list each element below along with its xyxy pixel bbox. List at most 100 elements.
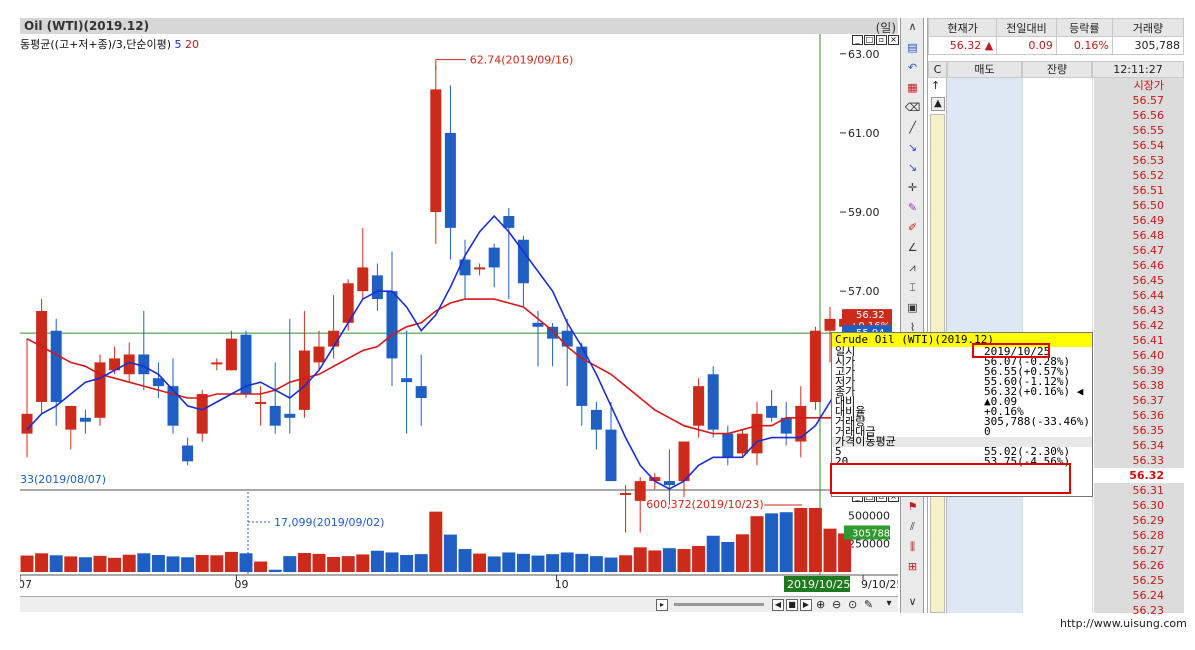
candle-body[interactable] bbox=[328, 330, 340, 347]
candle-body[interactable] bbox=[386, 291, 398, 359]
panel-minimize-button[interactable]: _ bbox=[852, 35, 863, 45]
orderbook-price-level[interactable]: 56.52 bbox=[1132, 169, 1165, 182]
volume-bar[interactable] bbox=[78, 557, 92, 572]
fan-tool-icon[interactable]: ⩘ bbox=[909, 261, 916, 274]
candle-body[interactable] bbox=[138, 354, 150, 375]
candle-body[interactable] bbox=[561, 330, 573, 347]
text-tool-icon[interactable]: ⌶ bbox=[909, 281, 916, 294]
volume-bar[interactable] bbox=[312, 553, 326, 572]
volume-bar[interactable] bbox=[662, 548, 676, 572]
candle-body[interactable] bbox=[488, 247, 500, 268]
orderbook-price-level[interactable]: 56.33 bbox=[1132, 454, 1165, 467]
volume-bar[interactable] bbox=[93, 555, 107, 572]
candle-body[interactable] bbox=[357, 267, 369, 292]
candle-body[interactable] bbox=[298, 350, 310, 410]
volume-bar[interactable] bbox=[458, 549, 472, 572]
orderbook-price-level[interactable]: 56.39 bbox=[1132, 364, 1165, 377]
pencil-icon[interactable]: ✐ bbox=[907, 221, 918, 234]
line-tool-icon[interactable]: ╱ bbox=[909, 121, 916, 134]
volume-bar[interactable] bbox=[327, 556, 341, 572]
orderbook-price-level[interactable]: 56.29 bbox=[1132, 514, 1165, 527]
orderbook-price-level[interactable]: 56.38 bbox=[1132, 379, 1165, 392]
window-icon[interactable]: ▤ bbox=[907, 41, 918, 54]
orderbook-price-level[interactable]: 56.32 bbox=[1094, 468, 1184, 483]
volume-bar[interactable] bbox=[400, 555, 414, 572]
settings-wrench-icon[interactable]: ✎ bbox=[864, 598, 874, 611]
candle-body[interactable] bbox=[736, 433, 748, 454]
candle-body[interactable] bbox=[284, 413, 296, 418]
volume-bar[interactable] bbox=[648, 550, 662, 572]
orderbook-price-level[interactable]: 56.42 bbox=[1132, 319, 1165, 332]
footer-url[interactable]: http://www.uisung.com bbox=[1060, 617, 1187, 630]
volume-bar[interactable] bbox=[735, 534, 749, 572]
volume-bar[interactable] bbox=[779, 512, 793, 572]
grid-tool-icon[interactable]: ⊞ bbox=[907, 560, 918, 573]
volume-bar[interactable] bbox=[794, 507, 808, 572]
candle-body[interactable] bbox=[240, 334, 252, 395]
orderbook-price-level[interactable]: 56.36 bbox=[1132, 409, 1165, 422]
volume-bar[interactable] bbox=[224, 551, 238, 572]
orderbook-price-level[interactable]: 56.26 bbox=[1132, 559, 1165, 572]
undo-icon[interactable]: ↶ bbox=[907, 61, 918, 74]
candle-body[interactable] bbox=[342, 283, 354, 323]
volume-bar[interactable] bbox=[692, 545, 706, 572]
candle-body[interactable] bbox=[94, 362, 106, 418]
orderbook-price-level[interactable]: 56.40 bbox=[1132, 349, 1165, 362]
stripes-icon[interactable]: ⫼ bbox=[909, 540, 916, 553]
candle-body[interactable] bbox=[269, 405, 281, 426]
candle-body[interactable] bbox=[590, 409, 602, 430]
orderbook-price-level[interactable]: 56.34 bbox=[1132, 439, 1165, 452]
volume-bar[interactable] bbox=[633, 547, 647, 572]
volume-bar[interactable] bbox=[64, 556, 78, 572]
volume-bar[interactable] bbox=[721, 541, 735, 572]
scroll-right-icon[interactable]: ▸ bbox=[656, 599, 668, 611]
candle-body[interactable] bbox=[211, 362, 223, 365]
volume-bar[interactable] bbox=[604, 557, 618, 572]
trend-line-icon[interactable]: ↘ bbox=[907, 141, 918, 154]
volume-bar[interactable] bbox=[20, 555, 34, 572]
volume-bar[interactable] bbox=[151, 555, 165, 572]
orderbook-price-level[interactable]: 56.53 bbox=[1132, 154, 1165, 167]
volume-bar[interactable] bbox=[487, 556, 501, 572]
volume-bar[interactable] bbox=[560, 552, 574, 572]
candle-body[interactable] bbox=[123, 354, 135, 375]
volume-bar[interactable] bbox=[35, 553, 49, 572]
candle-body[interactable] bbox=[50, 330, 62, 402]
candle-body[interactable] bbox=[693, 386, 705, 426]
orderbook-price-level[interactable]: 56.50 bbox=[1132, 199, 1165, 212]
zoom-slider[interactable] bbox=[674, 603, 764, 606]
volume-bar[interactable] bbox=[414, 554, 428, 572]
candle-body[interactable] bbox=[576, 346, 588, 406]
volume-bar[interactable] bbox=[283, 556, 297, 572]
rect-tool-icon[interactable]: ▣ bbox=[907, 301, 918, 314]
ray-line-icon[interactable]: ↘ bbox=[907, 161, 918, 174]
candle-body[interactable] bbox=[109, 358, 121, 371]
volume-bar[interactable] bbox=[546, 554, 560, 572]
orderbook-price-level[interactable]: 56.46 bbox=[1132, 259, 1165, 272]
volume-bar[interactable] bbox=[297, 553, 311, 572]
orderbook-price-level[interactable]: 56.48 bbox=[1132, 229, 1165, 242]
candle-body[interactable] bbox=[167, 386, 179, 426]
angle-tool-icon[interactable]: ∠ bbox=[907, 241, 918, 254]
candle-body[interactable] bbox=[255, 401, 267, 404]
zoom-out-icon[interactable]: ⊖ bbox=[832, 598, 842, 611]
candle-body[interactable] bbox=[401, 378, 413, 383]
candle-body[interactable] bbox=[430, 89, 442, 213]
volume-bar[interactable] bbox=[210, 555, 224, 572]
candle-body[interactable] bbox=[182, 445, 194, 462]
volume-bar[interactable] bbox=[589, 556, 603, 572]
candle-body[interactable] bbox=[678, 441, 690, 482]
volume-bar[interactable] bbox=[516, 553, 530, 572]
orderbook-price-level[interactable]: 56.44 bbox=[1132, 289, 1165, 302]
orderbook-price-level[interactable]: 56.43 bbox=[1132, 304, 1165, 317]
volume-bar[interactable] bbox=[166, 556, 180, 572]
orderbook-price-level[interactable]: 56.57 bbox=[1132, 94, 1165, 107]
orderbook-price-level[interactable]: 56.56 bbox=[1132, 109, 1165, 122]
expand-toolbar-icon[interactable]: ∨ bbox=[908, 595, 917, 608]
pattern-icon[interactable]: ⫽ bbox=[910, 520, 915, 533]
orderbook-price-level[interactable]: 56.30 bbox=[1132, 499, 1165, 512]
candle-body[interactable] bbox=[620, 492, 632, 495]
volume-bar[interactable] bbox=[823, 528, 837, 572]
candlestick-chart[interactable]: 63.0061.0059.0057.0055.00500000250000070… bbox=[20, 34, 898, 596]
orderbook-price-level[interactable]: 56.35 bbox=[1132, 424, 1165, 437]
